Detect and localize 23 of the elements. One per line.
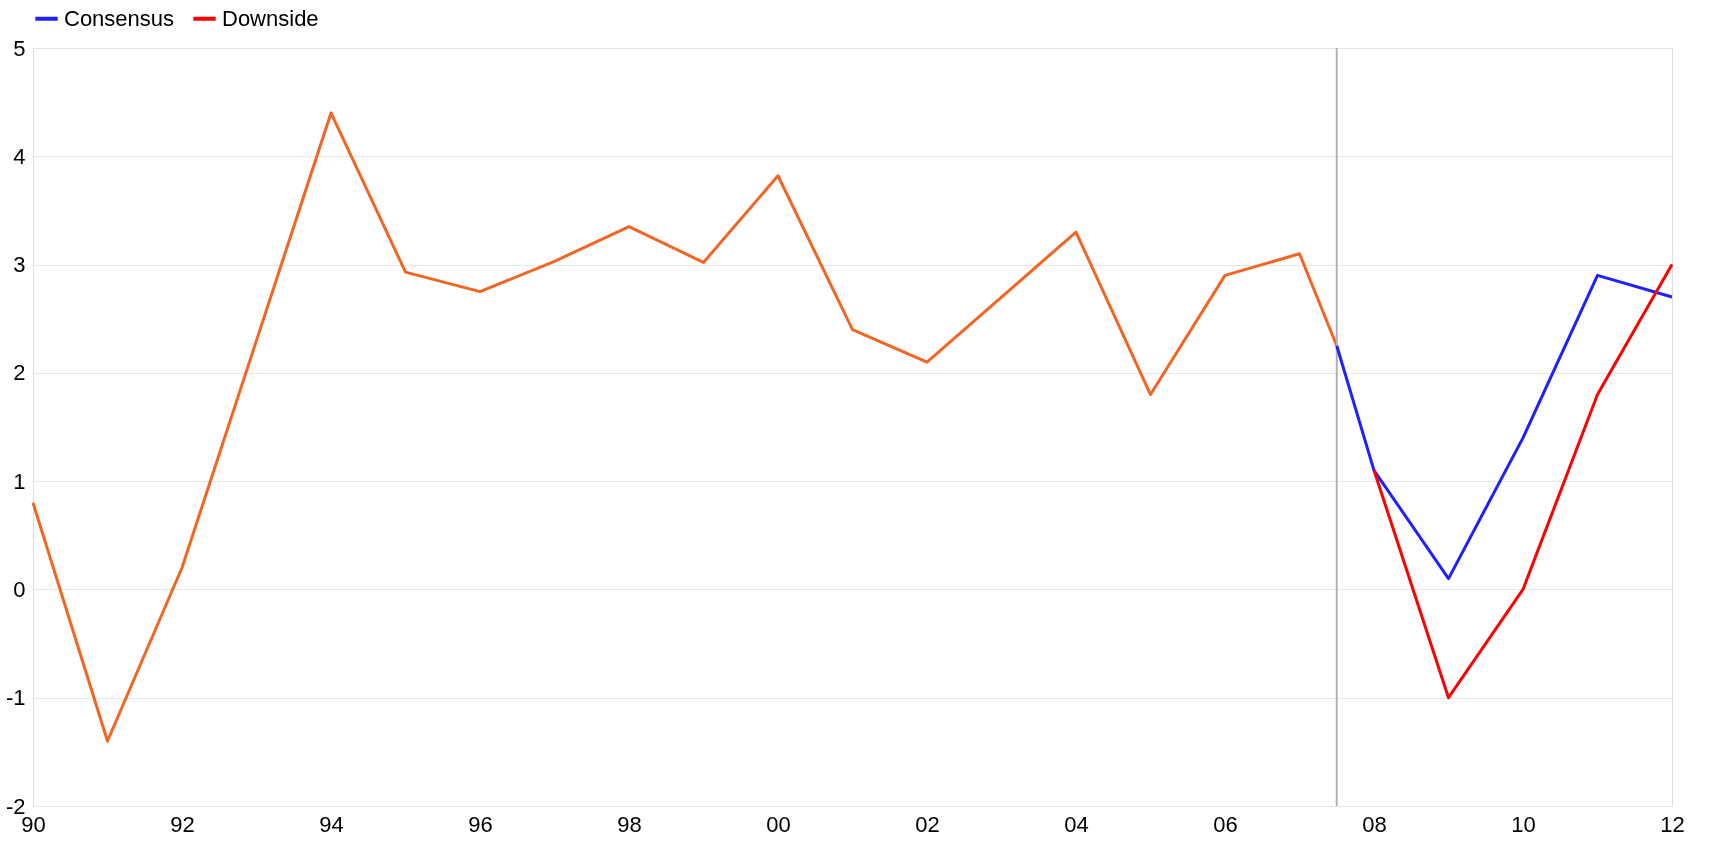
legend-label: Downside — [222, 5, 319, 31]
line-series — [31, 111, 1339, 743]
y-tick-label: 5 — [13, 35, 26, 61]
x-tick-label: 96 — [468, 811, 493, 837]
x-tick-label: 94 — [319, 811, 344, 837]
y-tick-label: 1 — [13, 468, 26, 494]
x-tick-label: 06 — [1213, 811, 1238, 837]
line-series — [1372, 263, 1674, 700]
x-tick-label: 10 — [1511, 811, 1536, 837]
y-tick-label: 2 — [13, 360, 26, 386]
x-tick-label: 08 — [1362, 811, 1387, 837]
x-tick-label: 98 — [617, 811, 642, 837]
y-tick-label: -1 — [5, 685, 26, 711]
x-tick-label: 02 — [915, 811, 940, 837]
legend-label: Consensus — [64, 5, 175, 31]
x-tick-label: 04 — [1064, 811, 1089, 837]
y-tick-label: 3 — [13, 252, 26, 278]
x-tick-label: 00 — [766, 811, 791, 837]
x-tick-label: 92 — [170, 811, 195, 837]
y-tick-label: 4 — [13, 143, 26, 169]
line-series — [1335, 273, 1674, 581]
x-tick-label: 12 — [1660, 811, 1685, 837]
y-tick-label: 0 — [13, 576, 26, 602]
